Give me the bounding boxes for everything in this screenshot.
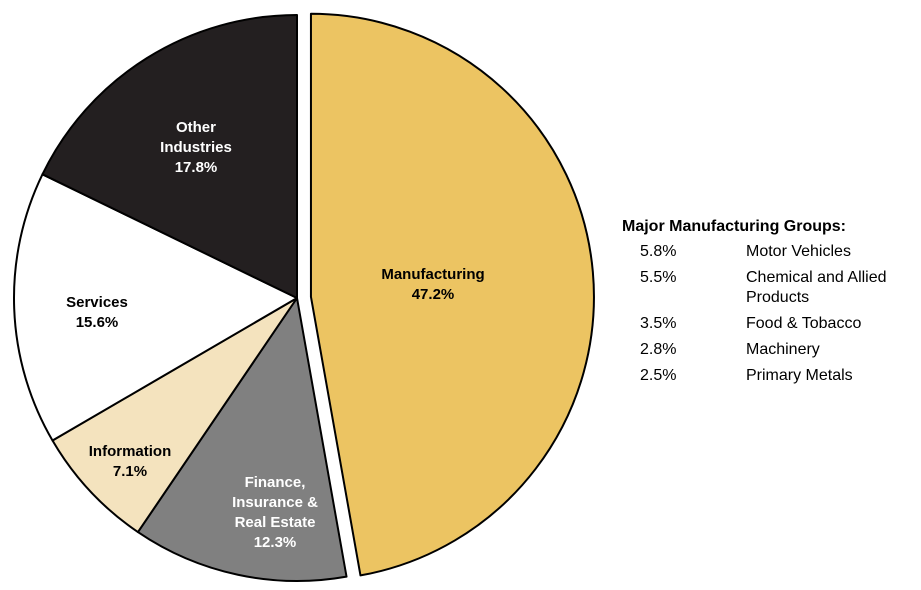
subgroup-value: 5.8%	[640, 243, 677, 260]
slice-label: Manufacturing 47.2%	[363, 265, 503, 305]
pie-slice	[309, 12, 595, 577]
subgroup-value: 2.5%	[640, 367, 677, 384]
slice-label: Information 7.1%	[80, 442, 180, 482]
subgroup-value: 3.5%	[640, 315, 677, 332]
subgroup-value: 5.5%	[640, 269, 677, 286]
slice-value: 47.2%	[411, 286, 455, 303]
slice-category: Manufacturing	[381, 266, 485, 283]
subgroup-legend: Major Manufacturing Groups: 5.8% Motor Ve…	[622, 218, 906, 386]
slice-category: Information	[88, 443, 172, 460]
subgroup-name: Food & Tobacco	[746, 315, 862, 332]
subgroup-rows: 5.8% Motor Vehicles 5.5% Chemical and Allie…	[622, 242, 906, 386]
slice-value: 12.3%	[253, 534, 297, 551]
slice-value: 7.1%	[112, 463, 148, 480]
pie-slice	[41, 14, 298, 299]
slice-label: Services 15.6%	[47, 293, 147, 333]
slice-value: 17.8%	[174, 159, 218, 176]
subgroup-name: Machinery	[746, 341, 820, 358]
slice-value: 15.6%	[75, 314, 119, 331]
slice-category: Services	[66, 294, 128, 311]
subgroup-value: 2.8%	[640, 341, 677, 358]
pie-slice	[136, 297, 348, 582]
subgroup-title: Major Manufacturing Groups:	[622, 218, 846, 235]
slice-label: Other Industries 17.8%	[146, 118, 246, 178]
slice-category: Finance, Insurance & Real Estate	[232, 474, 318, 531]
slice-label: Finance, Insurance & Real Estate 12.3%	[219, 473, 331, 553]
subgroup-name: Chemical and Allied Products	[746, 269, 887, 306]
pie-slice	[13, 173, 298, 442]
slice-category: Other Industries	[160, 119, 232, 156]
subgroup-name: Motor Vehicles	[746, 243, 851, 260]
subgroup-name: Primary Metals	[746, 367, 853, 384]
pie-slice	[51, 297, 298, 534]
